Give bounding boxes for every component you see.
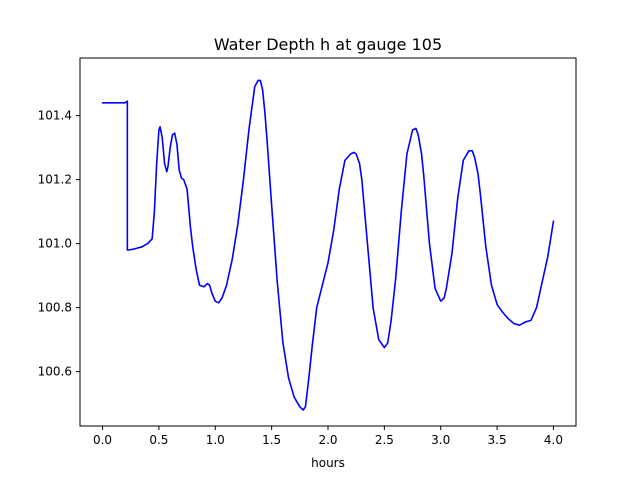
y-tick-label: 100.8 — [38, 301, 72, 315]
x-tick-label: 2.0 — [318, 433, 337, 447]
x-tick-label: 4.0 — [544, 433, 563, 447]
x-tick-label: 2.5 — [375, 433, 394, 447]
plot-area: 0.0 0.5 1.0 1.5 2.0 2.5 3.0 3.5 4.0 100.6 100.8 101… — [38, 57, 577, 447]
y-tick-label: 101.2 — [38, 173, 72, 187]
series-line-0 — [101, 79, 555, 411]
x-axis-label: hours — [311, 456, 345, 470]
x-tick-label: 1.5 — [262, 433, 281, 447]
x-tick-label: 0.5 — [149, 433, 168, 447]
x-tick-label: 1.0 — [206, 433, 225, 447]
y-tick-label: 101.4 — [38, 109, 72, 123]
x-tick-label: 3.5 — [488, 433, 507, 447]
x-tick-label: 3.0 — [431, 433, 450, 447]
y-tick-label: 100.6 — [38, 365, 72, 379]
y-tick-label: 101.0 — [38, 237, 72, 251]
x-tick-label: 0.0 — [93, 433, 112, 447]
chart-title: Water Depth h at gauge 105 — [214, 35, 442, 54]
